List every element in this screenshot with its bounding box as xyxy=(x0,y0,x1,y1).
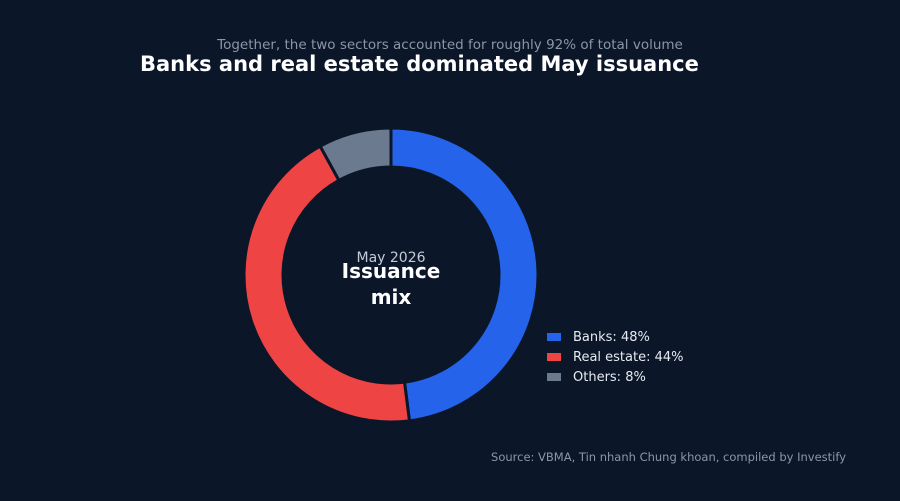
legend-label-real-estate: Real estate: 44% xyxy=(573,349,684,365)
donut-slice-real-estate[interactable] xyxy=(242,144,412,424)
chart-subtitle: Together, the two sectors accounted for … xyxy=(217,37,683,53)
legend-item-others[interactable]: Others: 8% xyxy=(547,367,684,387)
chart-title: Banks and real estate dominated May issu… xyxy=(140,52,699,76)
legend-item-real-estate[interactable]: Real estate: 44% xyxy=(547,347,684,367)
donut-slice-banks[interactable] xyxy=(389,126,540,423)
chart-legend: Banks: 48% Real estate: 44% Others: 8% xyxy=(547,327,684,387)
donut-center-date: May 2026 xyxy=(356,250,426,266)
legend-swatch-real-estate xyxy=(547,353,561,361)
donut-center-label-line2: mix xyxy=(370,285,412,309)
legend-item-banks[interactable]: Banks: 48% xyxy=(547,327,684,347)
donut-center-label-line1: Issuance xyxy=(341,259,441,283)
legend-swatch-banks xyxy=(547,333,561,341)
chart-source: Source: VBMA, Tin nhanh Chung khoan, com… xyxy=(491,450,846,464)
legend-label-banks: Banks: 48% xyxy=(573,329,650,345)
donut-slice-others[interactable] xyxy=(318,126,393,183)
legend-label-others: Others: 8% xyxy=(573,369,646,385)
donut-center-label: Issuance mix xyxy=(291,258,491,310)
legend-swatch-others xyxy=(547,373,561,381)
